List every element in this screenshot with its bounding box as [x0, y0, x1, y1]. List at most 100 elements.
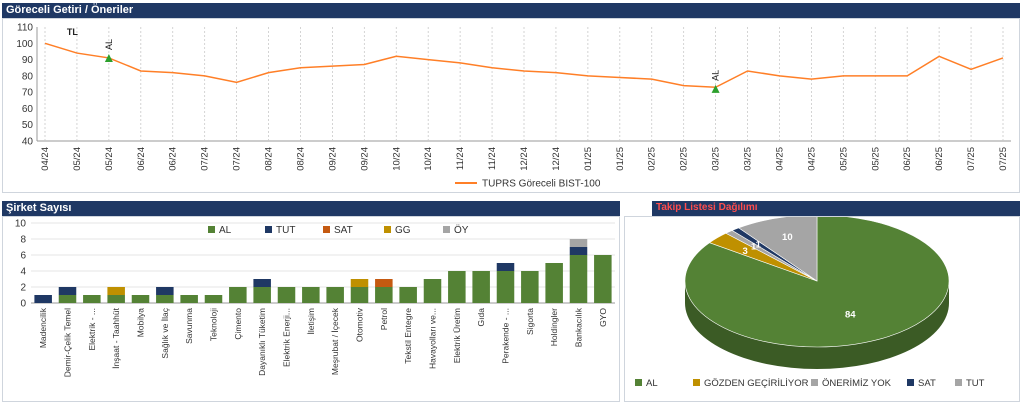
legend-label: TUT: [966, 378, 985, 389]
y-tick-label: 50: [22, 120, 34, 131]
bar-chart: 0 2 4 6 8 10 Madencilik Demir-Çelik Temel Elektr…: [15, 219, 615, 377]
category-label: Teknoloji: [209, 308, 219, 341]
bar-segment: [277, 287, 296, 303]
bar-segment: [350, 287, 369, 303]
legend-label: ÖY: [454, 224, 469, 236]
x-tick-label: 06/25: [934, 147, 945, 171]
category-label: Petrol: [379, 308, 389, 330]
legend-swatch: [693, 379, 700, 386]
x-tick-label: 11/24: [487, 147, 498, 170]
category-label: Tekstil Entegre: [403, 308, 413, 364]
y-tick-label: 100: [16, 39, 33, 50]
y-tick-label: 4: [20, 267, 26, 278]
x-tick-label: 01/25: [583, 147, 594, 171]
x-tick-label: 10/24: [423, 147, 434, 171]
bar-segment: [180, 295, 198, 303]
bar-segment: [107, 287, 125, 295]
bar-chart-header: Şirket Sayısı: [2, 201, 620, 216]
y-tick-label: 60: [22, 104, 34, 115]
y-tick-label: 6: [20, 251, 26, 262]
x-tick-label: 05/25: [838, 147, 849, 171]
y-tick-label: 90: [22, 55, 34, 66]
bar-segment: [569, 239, 588, 247]
bar-segment: [594, 255, 612, 303]
legend-label: GG: [395, 225, 411, 236]
bar-chart-panel: 0 2 4 6 8 10 Madencilik Demir-Çelik Temel Elektr…: [2, 216, 620, 402]
bar-segment: [204, 295, 223, 303]
bar-segment: [58, 295, 77, 303]
bar-segment: [496, 263, 515, 271]
x-tick-label: 03/25: [711, 147, 722, 171]
y-tick-label: 80: [22, 71, 34, 82]
pie-chart: 84 3 1 1 10 AL GÖZDEN GEÇİRİLİYOR ÖNERİMİZ YOK S…: [635, 214, 985, 389]
legend-label: AL: [646, 378, 658, 389]
pie-value-label: 1: [756, 240, 762, 251]
x-tick-label: 05/24: [72, 147, 83, 171]
x-tick-label: 07/24: [232, 147, 243, 171]
bar-segment: [569, 255, 588, 303]
bar-segment: [131, 295, 150, 303]
category-label: Bankacılık: [574, 307, 584, 347]
legend-label: AL: [219, 225, 232, 236]
bar-segment: [350, 279, 369, 287]
y-tick-label: 110: [17, 23, 33, 34]
legend-swatch: [265, 226, 272, 233]
category-label: Elektrik Üretim: [452, 308, 462, 363]
bar-segment: [58, 287, 77, 295]
pie-value-label: 84: [845, 309, 856, 320]
series-line-tuprs: [44, 42, 1004, 89]
category-label: Sigorta: [525, 308, 535, 335]
legend-swatch: [955, 379, 962, 386]
x-tick-label: 02/25: [679, 147, 690, 171]
bar-segment: [448, 271, 466, 303]
legend-swatch: [635, 379, 642, 386]
bar-segment: [156, 287, 174, 295]
x-tick-label: 09/24: [327, 147, 338, 171]
pie-value-label: 1: [751, 242, 757, 253]
bar-chart-title: Şirket Sayısı: [6, 202, 72, 214]
x-tick-label: 02/25: [647, 147, 658, 171]
x-tick-label: 04/25: [774, 147, 785, 171]
x-tick-label: 09/24: [359, 147, 370, 171]
bar-segment: [326, 287, 344, 303]
y-tick-label: 10: [15, 219, 27, 230]
category-label: Demir-Çelik Temel: [63, 308, 73, 377]
category-label: Çimento: [233, 308, 243, 340]
x-tick-label: 12/24: [551, 147, 562, 171]
category-label: Dayanıklı Tüketim: [257, 308, 267, 376]
legend-label: ÖNERİMİZ YOK: [822, 378, 892, 389]
x-tick-label: 01/25: [615, 147, 626, 171]
category-label: Sağlık ve İlaç: [160, 307, 170, 358]
bar-segment: [521, 271, 539, 303]
x-tick-label: 07/25: [966, 147, 977, 171]
x-tick-label: 08/24: [264, 147, 275, 171]
bar-segment: [399, 287, 417, 303]
x-tick-label: 06/25: [902, 147, 913, 171]
category-label: İnşaat - Taahhüt: [111, 307, 121, 368]
legend-swatch: [443, 226, 450, 233]
bar-segment: [34, 295, 52, 303]
category-label: Gıda: [476, 308, 486, 327]
category-label: Holdingler: [549, 308, 559, 346]
line-chart-panel: 40 50 60 70 80 90 100 110 04/24 05/24 05/24 06/24 06…: [2, 18, 1020, 193]
x-tick-label: 10/24: [391, 147, 402, 171]
category-label: Otomotiv: [355, 307, 365, 342]
pie-chart-panel: 84 3 1 1 10 AL GÖZDEN GEÇİRİLİYOR ÖNERİMİZ YOK S…: [624, 214, 1020, 402]
x-tick-label: 08/24: [295, 147, 306, 171]
annotation-label: TL: [67, 27, 78, 37]
bar-segment: [156, 295, 174, 303]
category-label: Madencilik: [38, 307, 48, 348]
pie-slice-side: [685, 281, 949, 369]
pie-value-label: 3: [743, 246, 748, 257]
bar-segment: [229, 287, 247, 303]
legend-swatch: [811, 379, 818, 386]
top-chart-title: Göreceli Getiri / Öneriler: [6, 4, 134, 16]
bar-segment: [83, 295, 101, 303]
category-label: İletişim: [306, 308, 316, 334]
annotation-label: AL: [711, 70, 721, 81]
bar-segment: [545, 263, 563, 303]
bar-segment: [302, 287, 320, 303]
bar-segment: [375, 279, 393, 287]
annotation-marker: [711, 84, 720, 93]
y-tick-label: 8: [20, 235, 26, 246]
